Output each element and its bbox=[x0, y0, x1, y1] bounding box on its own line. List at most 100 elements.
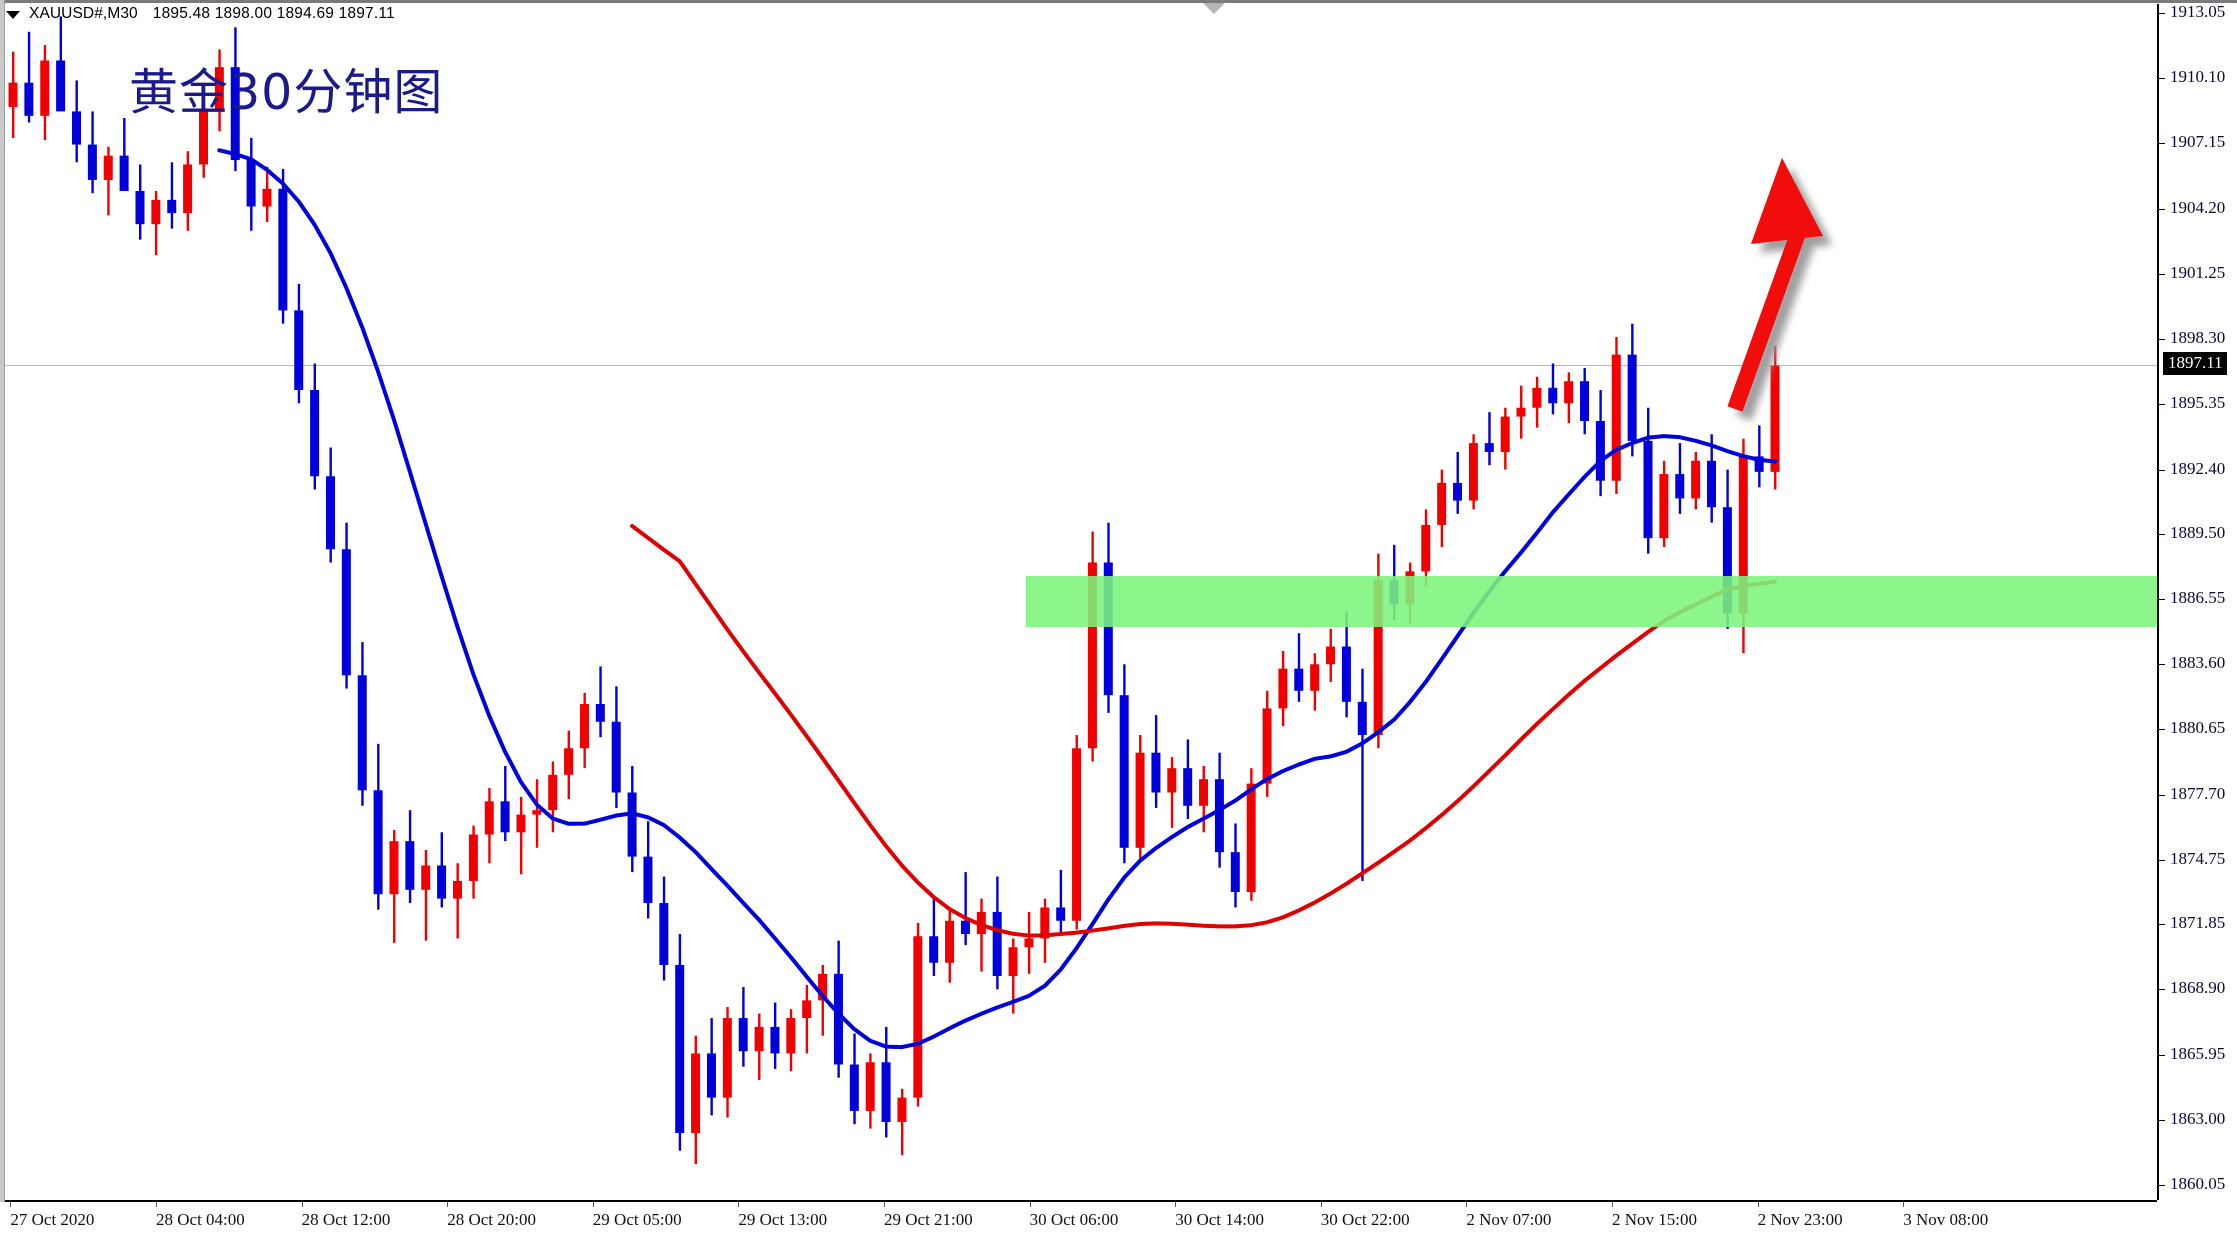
time-axis-label: 28 Oct 12:00 bbox=[301, 1210, 391, 1229]
candlestick bbox=[1199, 765, 1209, 833]
candlestick bbox=[532, 779, 542, 848]
time-axis-label: 30 Oct 14:00 bbox=[1175, 1210, 1264, 1229]
time-axis-label: 27 Oct 2020 bbox=[10, 1210, 95, 1229]
candlestick bbox=[865, 1053, 875, 1129]
price-axis-label: 1880.65 bbox=[2170, 718, 2226, 738]
price-tick bbox=[2159, 533, 2165, 535]
candlestick bbox=[1611, 336, 1621, 494]
price-axis-label: 1868.90 bbox=[2170, 978, 2226, 998]
price-tick bbox=[2159, 208, 2165, 210]
window-left-scrollbar[interactable] bbox=[0, 0, 5, 1248]
time-axis-label: 30 Oct 22:00 bbox=[1320, 1210, 1410, 1229]
candlestick bbox=[802, 984, 812, 1054]
candlestick bbox=[897, 1088, 907, 1156]
candlestick bbox=[564, 730, 574, 800]
triangle-down-icon[interactable] bbox=[6, 11, 20, 19]
candlestick bbox=[1087, 531, 1097, 762]
candlestick bbox=[611, 686, 621, 808]
candlestick bbox=[262, 166, 272, 222]
candlestick bbox=[1167, 757, 1177, 828]
price-tick bbox=[2159, 469, 2165, 471]
time-axis[interactable]: 27 Oct 2020 28 Oct 04:00 28 Oct 12:00 28 Oc… bbox=[0, 1202, 2237, 1248]
current-price-line bbox=[5, 365, 2157, 367]
candlestick bbox=[833, 940, 843, 1078]
candlestick bbox=[151, 191, 161, 256]
candlestick bbox=[389, 830, 399, 943]
time-axis-label: 2 Nov 15:00 bbox=[1612, 1210, 1697, 1229]
candlestick bbox=[1310, 653, 1320, 711]
candlestick bbox=[1691, 451, 1701, 510]
time-axis-label: 29 Oct 13:00 bbox=[738, 1210, 828, 1229]
candlestick bbox=[1643, 407, 1653, 554]
candlestick bbox=[929, 898, 939, 977]
time-axis-label: 2 Nov 07:00 bbox=[1466, 1210, 1552, 1229]
price-axis-label: 1860.05 bbox=[2170, 1174, 2226, 1193]
time-axis-label: 28 Oct 20:00 bbox=[447, 1210, 536, 1229]
time-axis-label: 3 Nov 08:00 bbox=[1903, 1210, 1989, 1229]
candlestick bbox=[1373, 553, 1383, 749]
time-tick bbox=[738, 1202, 740, 1207]
symbol-timeframe-label: XAUUSD#,M30 bbox=[29, 5, 138, 22]
candlestick bbox=[1627, 323, 1637, 457]
candlestick bbox=[643, 821, 653, 919]
candlestick bbox=[405, 810, 415, 904]
price-axis-label: 1895.35 bbox=[2170, 393, 2226, 413]
candlestick bbox=[1548, 363, 1558, 415]
candlestick bbox=[1056, 869, 1066, 935]
candlestick bbox=[960, 872, 970, 946]
candlestick bbox=[230, 27, 240, 172]
candlestick bbox=[40, 45, 50, 141]
candlestick bbox=[1770, 345, 1780, 490]
price-tick bbox=[2159, 143, 2165, 145]
candlestick bbox=[1183, 739, 1193, 820]
candlestick bbox=[722, 1006, 732, 1118]
moving-average-lines bbox=[217, 148, 1777, 1050]
time-axis-label: 28 Oct 04:00 bbox=[156, 1210, 245, 1229]
price-axis-label: 1874.75 bbox=[2170, 848, 2226, 868]
candlestick bbox=[691, 1035, 701, 1164]
candlestick bbox=[595, 666, 605, 738]
price-axis-label: 1892.40 bbox=[2170, 458, 2226, 478]
candlestick bbox=[341, 522, 351, 689]
candlestick bbox=[72, 80, 81, 163]
candlestick bbox=[754, 1013, 764, 1080]
candlestick bbox=[1738, 438, 1748, 654]
candlestick bbox=[87, 111, 97, 194]
candlestick bbox=[1230, 823, 1240, 908]
candlestick bbox=[468, 825, 478, 899]
time-axis-label: 2 Nov 23:00 bbox=[1757, 1210, 1843, 1229]
candlestick bbox=[1151, 715, 1161, 808]
candlestick bbox=[325, 447, 335, 563]
ma-fast-line bbox=[217, 148, 1777, 1050]
candlestick bbox=[1675, 443, 1685, 514]
candlestick bbox=[945, 907, 955, 983]
time-tick bbox=[1029, 1202, 1031, 1207]
chart-plot-area[interactable]: 黄金30分钟图 bbox=[5, 4, 2157, 1200]
window-top-border bbox=[0, 0, 2237, 3]
price-tick bbox=[2159, 78, 2165, 80]
candlestick bbox=[1595, 390, 1605, 497]
price-axis-label: 1865.95 bbox=[2170, 1043, 2226, 1063]
candlestick bbox=[1754, 425, 1764, 488]
price-tick bbox=[2159, 404, 2165, 406]
price-tick bbox=[2159, 859, 2165, 861]
chart-header: XAUUSD#,M30 1895.48 1898.00 1894.69 1897… bbox=[6, 4, 395, 24]
arrow-shape bbox=[1727, 158, 1823, 412]
candlestick bbox=[246, 137, 256, 231]
price-tick bbox=[2159, 273, 2165, 275]
candlestick bbox=[214, 49, 224, 132]
time-axis-line bbox=[5, 1200, 2157, 1202]
price-axis-label: 1901.25 bbox=[2170, 262, 2226, 282]
candlestick bbox=[1500, 407, 1510, 470]
price-axis[interactable]: 1913.05 1910.10 1907.15 1904.20 1901.25 1898.… bbox=[2159, 0, 2237, 1248]
ohlc-values-label: 1895.48 1898.00 1894.69 1897.11 bbox=[152, 5, 395, 22]
candlestick bbox=[818, 964, 828, 1036]
time-axis-label: 29 Oct 21:00 bbox=[884, 1210, 973, 1229]
time-tick bbox=[1903, 1202, 1905, 1207]
candlestick bbox=[24, 31, 34, 123]
time-tick bbox=[156, 1202, 157, 1207]
candlestick bbox=[8, 51, 18, 138]
candlestick bbox=[1024, 911, 1034, 974]
candlestick bbox=[1722, 469, 1732, 629]
price-axis-label: 1904.20 bbox=[2170, 197, 2226, 217]
